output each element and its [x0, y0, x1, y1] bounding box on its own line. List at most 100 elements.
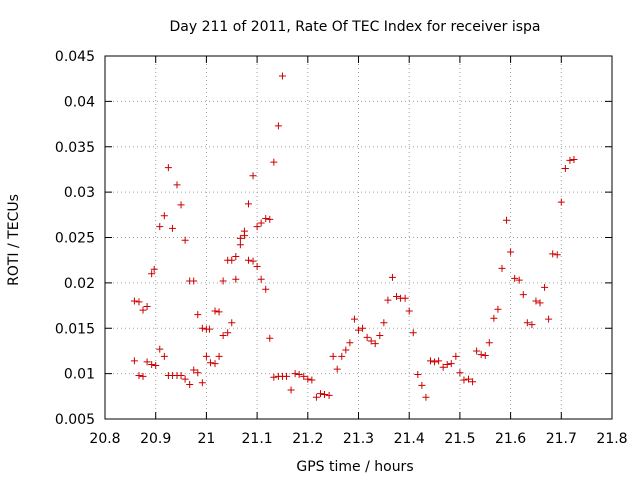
- data-point: [295, 371, 303, 379]
- data-point: [380, 319, 388, 327]
- x-tick-label: 21.5: [444, 431, 475, 447]
- data-point: [135, 298, 143, 306]
- data-point: [202, 352, 210, 360]
- data-point: [219, 277, 227, 285]
- data-point: [355, 326, 362, 334]
- data-point: [393, 292, 401, 300]
- data-point: [367, 337, 375, 345]
- grid: [105, 56, 612, 419]
- data-point: [333, 365, 341, 373]
- data-point: [236, 241, 244, 249]
- data-point: [224, 329, 232, 337]
- x-tick-label: 21.4: [394, 431, 425, 447]
- data-point: [481, 351, 489, 359]
- data-point: [253, 223, 261, 231]
- data-point: [490, 314, 498, 322]
- data-point: [376, 332, 384, 340]
- data-point: [135, 371, 143, 379]
- data-point: [236, 234, 244, 242]
- data-point: [300, 372, 308, 380]
- data-point: [409, 329, 417, 337]
- data-point: [249, 257, 257, 265]
- data-point: [190, 277, 198, 285]
- x-tick-label: 21.3: [343, 431, 374, 447]
- data-point: [266, 334, 274, 342]
- data-point: [507, 248, 515, 256]
- data-point: [244, 200, 252, 208]
- data-point: [342, 346, 350, 354]
- data-point: [228, 319, 236, 327]
- data-point: [186, 381, 194, 389]
- data-point: [130, 297, 138, 305]
- data-point: [148, 361, 156, 369]
- data-point: [503, 216, 511, 224]
- tick-labels: 20.8 20.9 21 21.1 21.2 21.3 21.4 21.5 21.6 21.7 21…: [55, 49, 628, 447]
- y-tick-label: 0.025: [55, 231, 95, 247]
- data-point: [270, 158, 278, 166]
- data-point: [549, 250, 557, 258]
- data-point: [405, 307, 413, 315]
- data-point: [177, 201, 185, 209]
- data-point: [477, 351, 485, 359]
- data-point: [148, 270, 156, 278]
- data-point: [219, 332, 227, 340]
- data-point: [473, 347, 481, 355]
- data-point: [515, 276, 523, 284]
- x-tick-label: 20.9: [140, 431, 171, 447]
- data-point: [283, 372, 291, 380]
- x-tick-label: 21.8: [596, 431, 627, 447]
- data-point: [173, 181, 181, 189]
- data-point: [431, 358, 439, 366]
- data-point: [401, 294, 409, 302]
- data-point: [350, 315, 358, 323]
- x-axis-label: GPS time / hours: [296, 459, 413, 475]
- data-point: [190, 366, 198, 374]
- data-point: [244, 256, 252, 264]
- data-point: [439, 363, 447, 371]
- data-point: [338, 352, 346, 360]
- data-point: [291, 370, 299, 378]
- data-point: [205, 325, 213, 333]
- data-point: [278, 72, 286, 80]
- data-point: [485, 339, 493, 347]
- y-tick-label: 0.01: [64, 367, 95, 383]
- data-point: [384, 296, 392, 304]
- data-point: [139, 372, 147, 380]
- data-point: [545, 315, 553, 323]
- data-point: [494, 305, 502, 313]
- data-point: [194, 369, 202, 377]
- data-point: [498, 264, 506, 272]
- data-point: [257, 219, 265, 227]
- data-point: [198, 324, 206, 332]
- data-point: [418, 381, 426, 389]
- y-tick-label: 0.03: [64, 185, 95, 201]
- data-point: [452, 352, 460, 360]
- data-point: [321, 390, 329, 398]
- data-point: [194, 311, 202, 319]
- data-point: [215, 308, 223, 316]
- data-point: [274, 122, 282, 130]
- data-point: [447, 360, 455, 368]
- data-point: [557, 198, 565, 206]
- data-point: [262, 285, 270, 293]
- y-tick-label: 0.035: [55, 140, 95, 156]
- x-tick-label: 20.8: [89, 431, 120, 447]
- data-point: [553, 251, 561, 259]
- data-point: [519, 291, 527, 299]
- data-point: [312, 393, 320, 401]
- data-point: [443, 361, 451, 369]
- x-tick-label: 21.6: [495, 431, 526, 447]
- data-point: [541, 283, 549, 291]
- data-point: [160, 212, 168, 220]
- x-tick-label: 21.2: [292, 431, 323, 447]
- data-point: [566, 156, 574, 164]
- data-point: [528, 321, 536, 329]
- data-point: [181, 375, 189, 383]
- data-point: [304, 375, 312, 383]
- y-axis-label: ROTI / TECUs: [6, 194, 22, 286]
- data-point: [426, 357, 434, 365]
- plot-frame: [104, 55, 613, 420]
- data-point: [177, 371, 185, 379]
- data-point: [422, 393, 430, 401]
